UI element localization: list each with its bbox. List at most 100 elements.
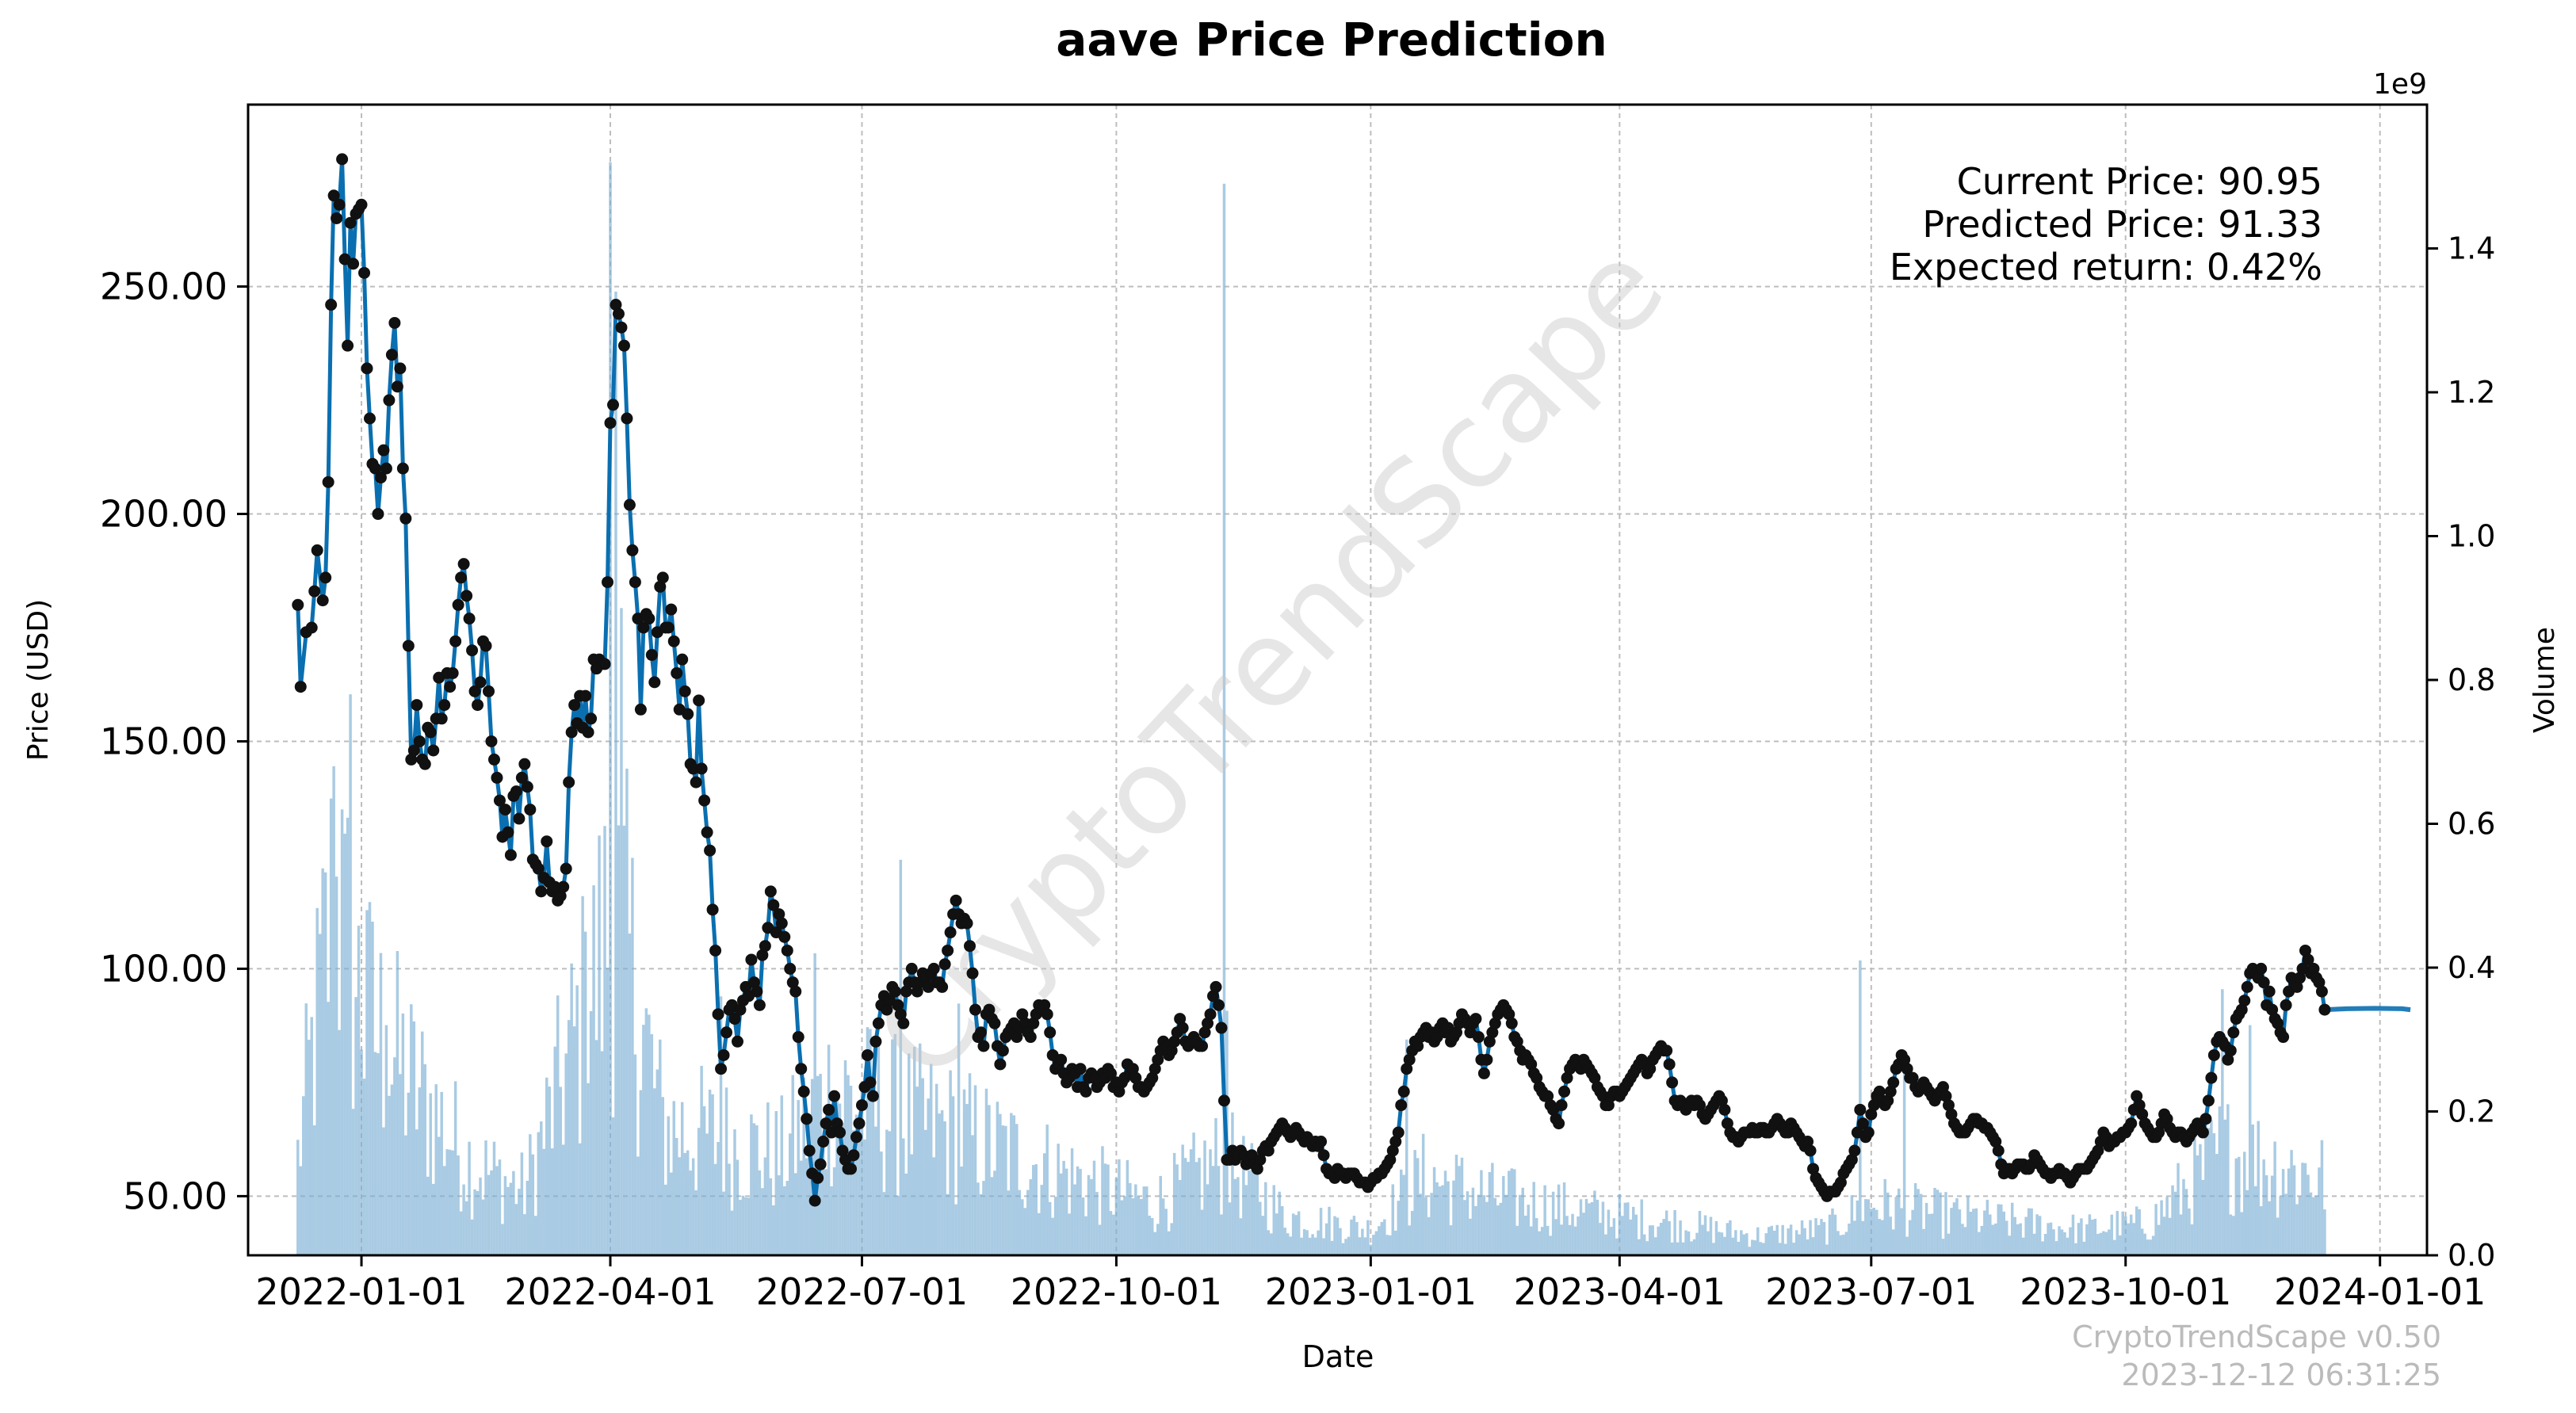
price-point bbox=[1481, 1053, 1493, 1066]
volume-bar bbox=[1294, 1215, 1298, 1255]
volume-bar bbox=[1358, 1237, 1362, 1255]
price-point bbox=[499, 804, 511, 816]
volume-bar bbox=[1850, 1195, 1854, 1255]
volume-bar bbox=[1601, 1201, 1605, 1255]
volume-bar bbox=[1551, 1191, 1555, 1255]
volume-bar bbox=[523, 1214, 526, 1255]
volume-bar bbox=[396, 951, 399, 1255]
price-point bbox=[823, 1103, 835, 1116]
volume-bar bbox=[747, 1197, 751, 1255]
volume-bar bbox=[2320, 1140, 2324, 1255]
price-point bbox=[1804, 1144, 1817, 1157]
volume-bar bbox=[1607, 1209, 1611, 1255]
volume-bar bbox=[2000, 1204, 2003, 1255]
volume-bar bbox=[1997, 1204, 2001, 1255]
price-point bbox=[905, 962, 918, 975]
volume-bar bbox=[965, 1104, 969, 1255]
y2-tick-label: 0.4 bbox=[2448, 950, 2495, 985]
volume-bar bbox=[838, 1103, 842, 1255]
y2-tick-label: 1.2 bbox=[2448, 375, 2495, 410]
volume-bar bbox=[2312, 1197, 2315, 1255]
volume-bar bbox=[713, 1163, 717, 1255]
volume-bar bbox=[332, 766, 335, 1255]
volume-bar bbox=[1519, 1194, 1522, 1255]
volume-bar bbox=[2270, 1175, 2274, 1255]
volume-bar bbox=[315, 907, 319, 1255]
volume-bar bbox=[540, 1121, 543, 1255]
price-point bbox=[1392, 1126, 1405, 1139]
volume-bar bbox=[583, 931, 587, 1255]
volume-bar bbox=[476, 1190, 480, 1255]
volume-bar bbox=[2010, 1202, 2014, 1255]
volume-bar bbox=[1112, 1214, 1115, 1255]
volume-bar bbox=[1664, 1210, 1668, 1255]
volume-bar bbox=[2196, 1155, 2200, 1255]
price-point bbox=[1553, 1117, 1565, 1130]
volume-bar bbox=[495, 1166, 499, 1255]
volume-bar bbox=[1001, 1125, 1005, 1255]
volume-bar bbox=[885, 1129, 889, 1255]
volume-bar bbox=[373, 1052, 377, 1255]
volume-bar bbox=[1941, 1239, 1945, 1255]
volume-bar bbox=[736, 1159, 740, 1255]
volume-bar bbox=[791, 1075, 794, 1255]
price-point bbox=[541, 835, 553, 848]
volume-bar bbox=[1549, 1235, 1552, 1255]
volume-bar bbox=[514, 1204, 518, 1255]
volume-bar bbox=[2038, 1216, 2042, 1255]
volume-bar bbox=[653, 1088, 656, 1255]
x-tick-label: 2022-04-01 bbox=[504, 1270, 716, 1313]
volume-bar bbox=[1391, 1184, 1395, 1255]
volume-bar bbox=[717, 1141, 720, 1255]
volume-bar bbox=[1275, 1213, 1278, 1255]
volume-bar bbox=[1308, 1237, 1312, 1255]
volume-bar bbox=[426, 1176, 430, 1255]
volume-bar bbox=[498, 1159, 502, 1255]
volume-bar bbox=[600, 1051, 604, 1255]
volume-bar bbox=[2102, 1231, 2105, 1255]
volume-bar bbox=[739, 1199, 742, 1255]
price-point bbox=[455, 571, 468, 584]
volume-bar bbox=[603, 826, 606, 1255]
volume-bar bbox=[503, 1176, 507, 1255]
volume-bar bbox=[1659, 1222, 1663, 1255]
price-point bbox=[778, 930, 791, 943]
volume-bar bbox=[321, 868, 324, 1255]
volume-bar bbox=[1974, 1208, 1978, 1255]
price-point bbox=[745, 953, 758, 966]
price-point bbox=[2302, 953, 2314, 966]
price-point bbox=[994, 1058, 1007, 1071]
volume-bar bbox=[1593, 1190, 1596, 1255]
volume-bar bbox=[1372, 1235, 1375, 1255]
volume-bar bbox=[1615, 1238, 1619, 1255]
volume-bar bbox=[2188, 1208, 2191, 1255]
volume-bar bbox=[921, 1078, 924, 1255]
volume-bar bbox=[1270, 1233, 1273, 1255]
volume-bar bbox=[1181, 1144, 1184, 1255]
price-point bbox=[602, 576, 614, 589]
price-point bbox=[671, 666, 683, 679]
volume-bar bbox=[708, 1089, 712, 1255]
volume-bar bbox=[1908, 1220, 1912, 1255]
volume-bar bbox=[1034, 1164, 1038, 1255]
price-point bbox=[388, 316, 401, 329]
price-point bbox=[391, 380, 403, 393]
volume-bar bbox=[1958, 1209, 1962, 1255]
volume-bar bbox=[1645, 1241, 1649, 1255]
volume-bar bbox=[2024, 1216, 2028, 1255]
volume-bar bbox=[1064, 1168, 1068, 1255]
price-point bbox=[682, 708, 694, 720]
volume-bar bbox=[1228, 1202, 1232, 1255]
price-point bbox=[363, 412, 376, 425]
volume-bar bbox=[1642, 1234, 1646, 1255]
volume-bar bbox=[2063, 1232, 2066, 1255]
volume-bar bbox=[1070, 1148, 1074, 1255]
axes: 2022-01-01 2022-04-01 2022-07-01 2022-10-01… bbox=[100, 231, 2495, 1314]
volume-bar bbox=[404, 1135, 407, 1255]
volume-bar bbox=[534, 1216, 537, 1255]
volume-bar bbox=[1076, 1166, 1080, 1255]
price-point bbox=[449, 635, 462, 647]
volume-bar bbox=[871, 1087, 875, 1255]
volume-bar bbox=[689, 1170, 692, 1255]
volume-bar bbox=[1328, 1206, 1331, 1255]
